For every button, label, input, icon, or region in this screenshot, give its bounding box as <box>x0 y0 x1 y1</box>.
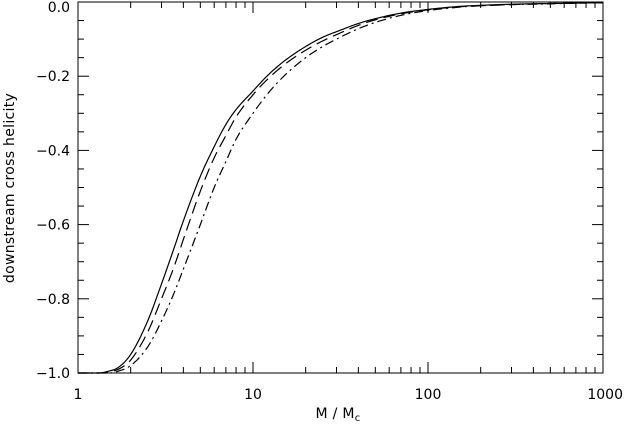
y-tick-label: −0.6 <box>36 218 70 234</box>
y-tick-label: −0.2 <box>36 69 70 85</box>
x-tick-label: 10 <box>244 387 262 403</box>
y-tick-label: −0.8 <box>36 292 70 308</box>
y-tick-label: −1.0 <box>36 366 70 382</box>
x-axis-label: M / Mc <box>315 406 360 424</box>
series-layer <box>78 2 604 374</box>
series-line-solid <box>78 2 604 374</box>
x-axis: 1 10 100 1000 <box>74 2 623 403</box>
series-line-dash-dot <box>78 2 604 374</box>
x-axis-label-subscript: c <box>355 413 361 424</box>
y-tick-label: 0.0 <box>48 0 70 16</box>
plot-border <box>77 1 604 374</box>
plot-frame <box>77 1 604 374</box>
series-line-dashed <box>78 2 604 374</box>
y-tick-label: −0.4 <box>36 143 70 159</box>
y-axis: −1.0 −0.8 −0.6 −0.4 −0.2 0.0 <box>36 0 603 382</box>
x-tick-label: 1000 <box>587 387 623 403</box>
x-tick-label: 100 <box>415 387 442 403</box>
x-tick-label: 1 <box>74 387 83 403</box>
y-axis-label: downstream cross helicity <box>2 93 18 283</box>
